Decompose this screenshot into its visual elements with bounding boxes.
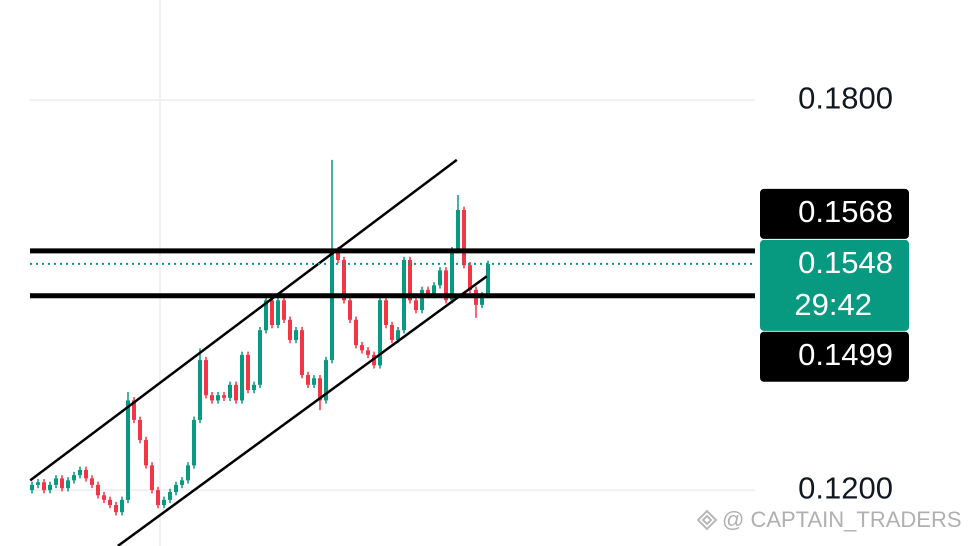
candle-body — [114, 505, 118, 513]
watermark-logo — [696, 509, 718, 531]
candle-body — [366, 350, 370, 355]
candle-body — [348, 300, 352, 320]
candle-body — [150, 465, 154, 491]
candle-body — [102, 495, 106, 500]
candle-body — [90, 478, 94, 485]
level-label-box — [760, 331, 909, 382]
candle-body — [282, 300, 286, 320]
candle-body — [198, 360, 202, 420]
level-label: 0.1568 — [798, 194, 893, 229]
candle-body — [384, 300, 388, 325]
candle-body — [318, 378, 322, 401]
candle-body — [120, 499, 124, 513]
candle-body — [210, 395, 214, 401]
candle-body — [84, 469, 88, 479]
candle-body — [378, 300, 382, 366]
candle-body — [252, 384, 256, 390]
candle-body — [96, 484, 100, 496]
candle-body — [240, 354, 244, 401]
candle-body — [78, 469, 82, 476]
candle-body — [360, 345, 364, 351]
candle-body — [204, 360, 208, 396]
level-label-box — [760, 188, 909, 239]
candle-body — [468, 265, 472, 290]
candle-body — [144, 440, 148, 466]
candle-body — [60, 478, 64, 489]
candle-body — [174, 484, 178, 493]
candle-body — [54, 478, 58, 485]
y-tick-label: 0.1200 — [798, 470, 893, 505]
candle-body — [180, 480, 184, 485]
candle-body — [306, 375, 310, 385]
candle-body — [132, 400, 136, 420]
candle-body — [66, 480, 70, 489]
candle-body — [108, 499, 112, 506]
candle-body — [432, 285, 436, 296]
candle-body — [336, 250, 340, 260]
candle-body — [396, 330, 400, 340]
candle-body — [138, 419, 142, 441]
watermark: @ CAPTAIN_TRADERS — [722, 507, 962, 532]
candle-body — [342, 260, 346, 301]
candle-body — [234, 384, 238, 401]
candle-body — [312, 378, 316, 385]
candle-body — [216, 395, 220, 401]
candle-body — [324, 360, 328, 401]
current-price-label: 0.1548 — [798, 245, 893, 280]
candle-body — [450, 250, 454, 301]
trendline — [117, 275, 488, 546]
candle-body — [414, 300, 418, 311]
candle-body — [162, 499, 166, 506]
candle-body — [486, 263, 490, 296]
current-price-box — [760, 239, 909, 331]
candle-body — [438, 270, 442, 286]
candle-body — [72, 475, 76, 481]
candle-body — [294, 330, 298, 340]
candle-body — [168, 492, 172, 500]
candle-body — [276, 300, 280, 325]
candle-body — [300, 330, 304, 376]
level-label: 0.1499 — [798, 337, 893, 372]
candle-body — [228, 384, 232, 398]
y-tick-label: 0.1800 — [798, 80, 893, 115]
candle-body — [36, 482, 40, 485]
price-axis: 0.1800 0.1200 0.1568 0.1499 0.1548 29:42 — [760, 80, 909, 505]
countdown-label: 29:42 — [794, 287, 872, 322]
candle-body — [156, 490, 160, 506]
candles — [30, 159, 490, 516]
candle-body — [222, 395, 226, 398]
candle-body — [42, 482, 46, 491]
candle-body — [480, 295, 484, 305]
candle-body — [426, 289, 430, 296]
candle-body — [330, 250, 334, 361]
candle-body — [390, 325, 394, 340]
candle-body — [30, 484, 34, 491]
candle-body — [246, 354, 250, 390]
candle-body — [126, 400, 130, 500]
candle-body — [462, 209, 466, 266]
trendline — [29, 158, 458, 482]
candle-body — [258, 330, 262, 385]
candle-body — [264, 300, 268, 331]
candle-body — [192, 419, 196, 466]
candle-body — [288, 319, 292, 340]
candle-body — [420, 289, 424, 311]
candle-body — [456, 209, 460, 251]
candle-body — [408, 260, 412, 301]
candle-body — [444, 270, 448, 301]
candle-body — [48, 484, 52, 491]
drawings — [29, 158, 755, 546]
candle-body — [270, 300, 274, 325]
candle-body — [186, 465, 190, 481]
candle-body — [354, 319, 358, 346]
